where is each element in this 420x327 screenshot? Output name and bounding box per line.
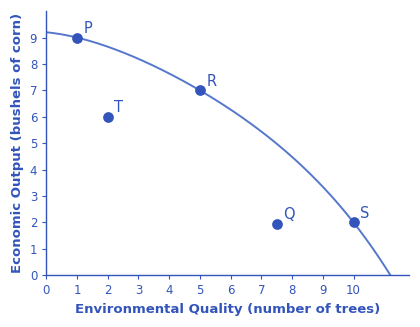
Point bbox=[104, 114, 111, 119]
Text: P: P bbox=[84, 21, 92, 36]
Point bbox=[350, 220, 357, 225]
X-axis label: Environmental Quality (number of trees): Environmental Quality (number of trees) bbox=[75, 303, 380, 316]
Text: T: T bbox=[114, 100, 123, 115]
Point bbox=[273, 221, 280, 226]
Text: R: R bbox=[207, 74, 217, 89]
Y-axis label: Economic Output (bushels of corn): Economic Output (bushels of corn) bbox=[11, 13, 24, 273]
Point bbox=[197, 88, 203, 93]
Text: S: S bbox=[360, 206, 370, 221]
Point bbox=[74, 35, 80, 40]
Text: Q: Q bbox=[284, 207, 295, 222]
